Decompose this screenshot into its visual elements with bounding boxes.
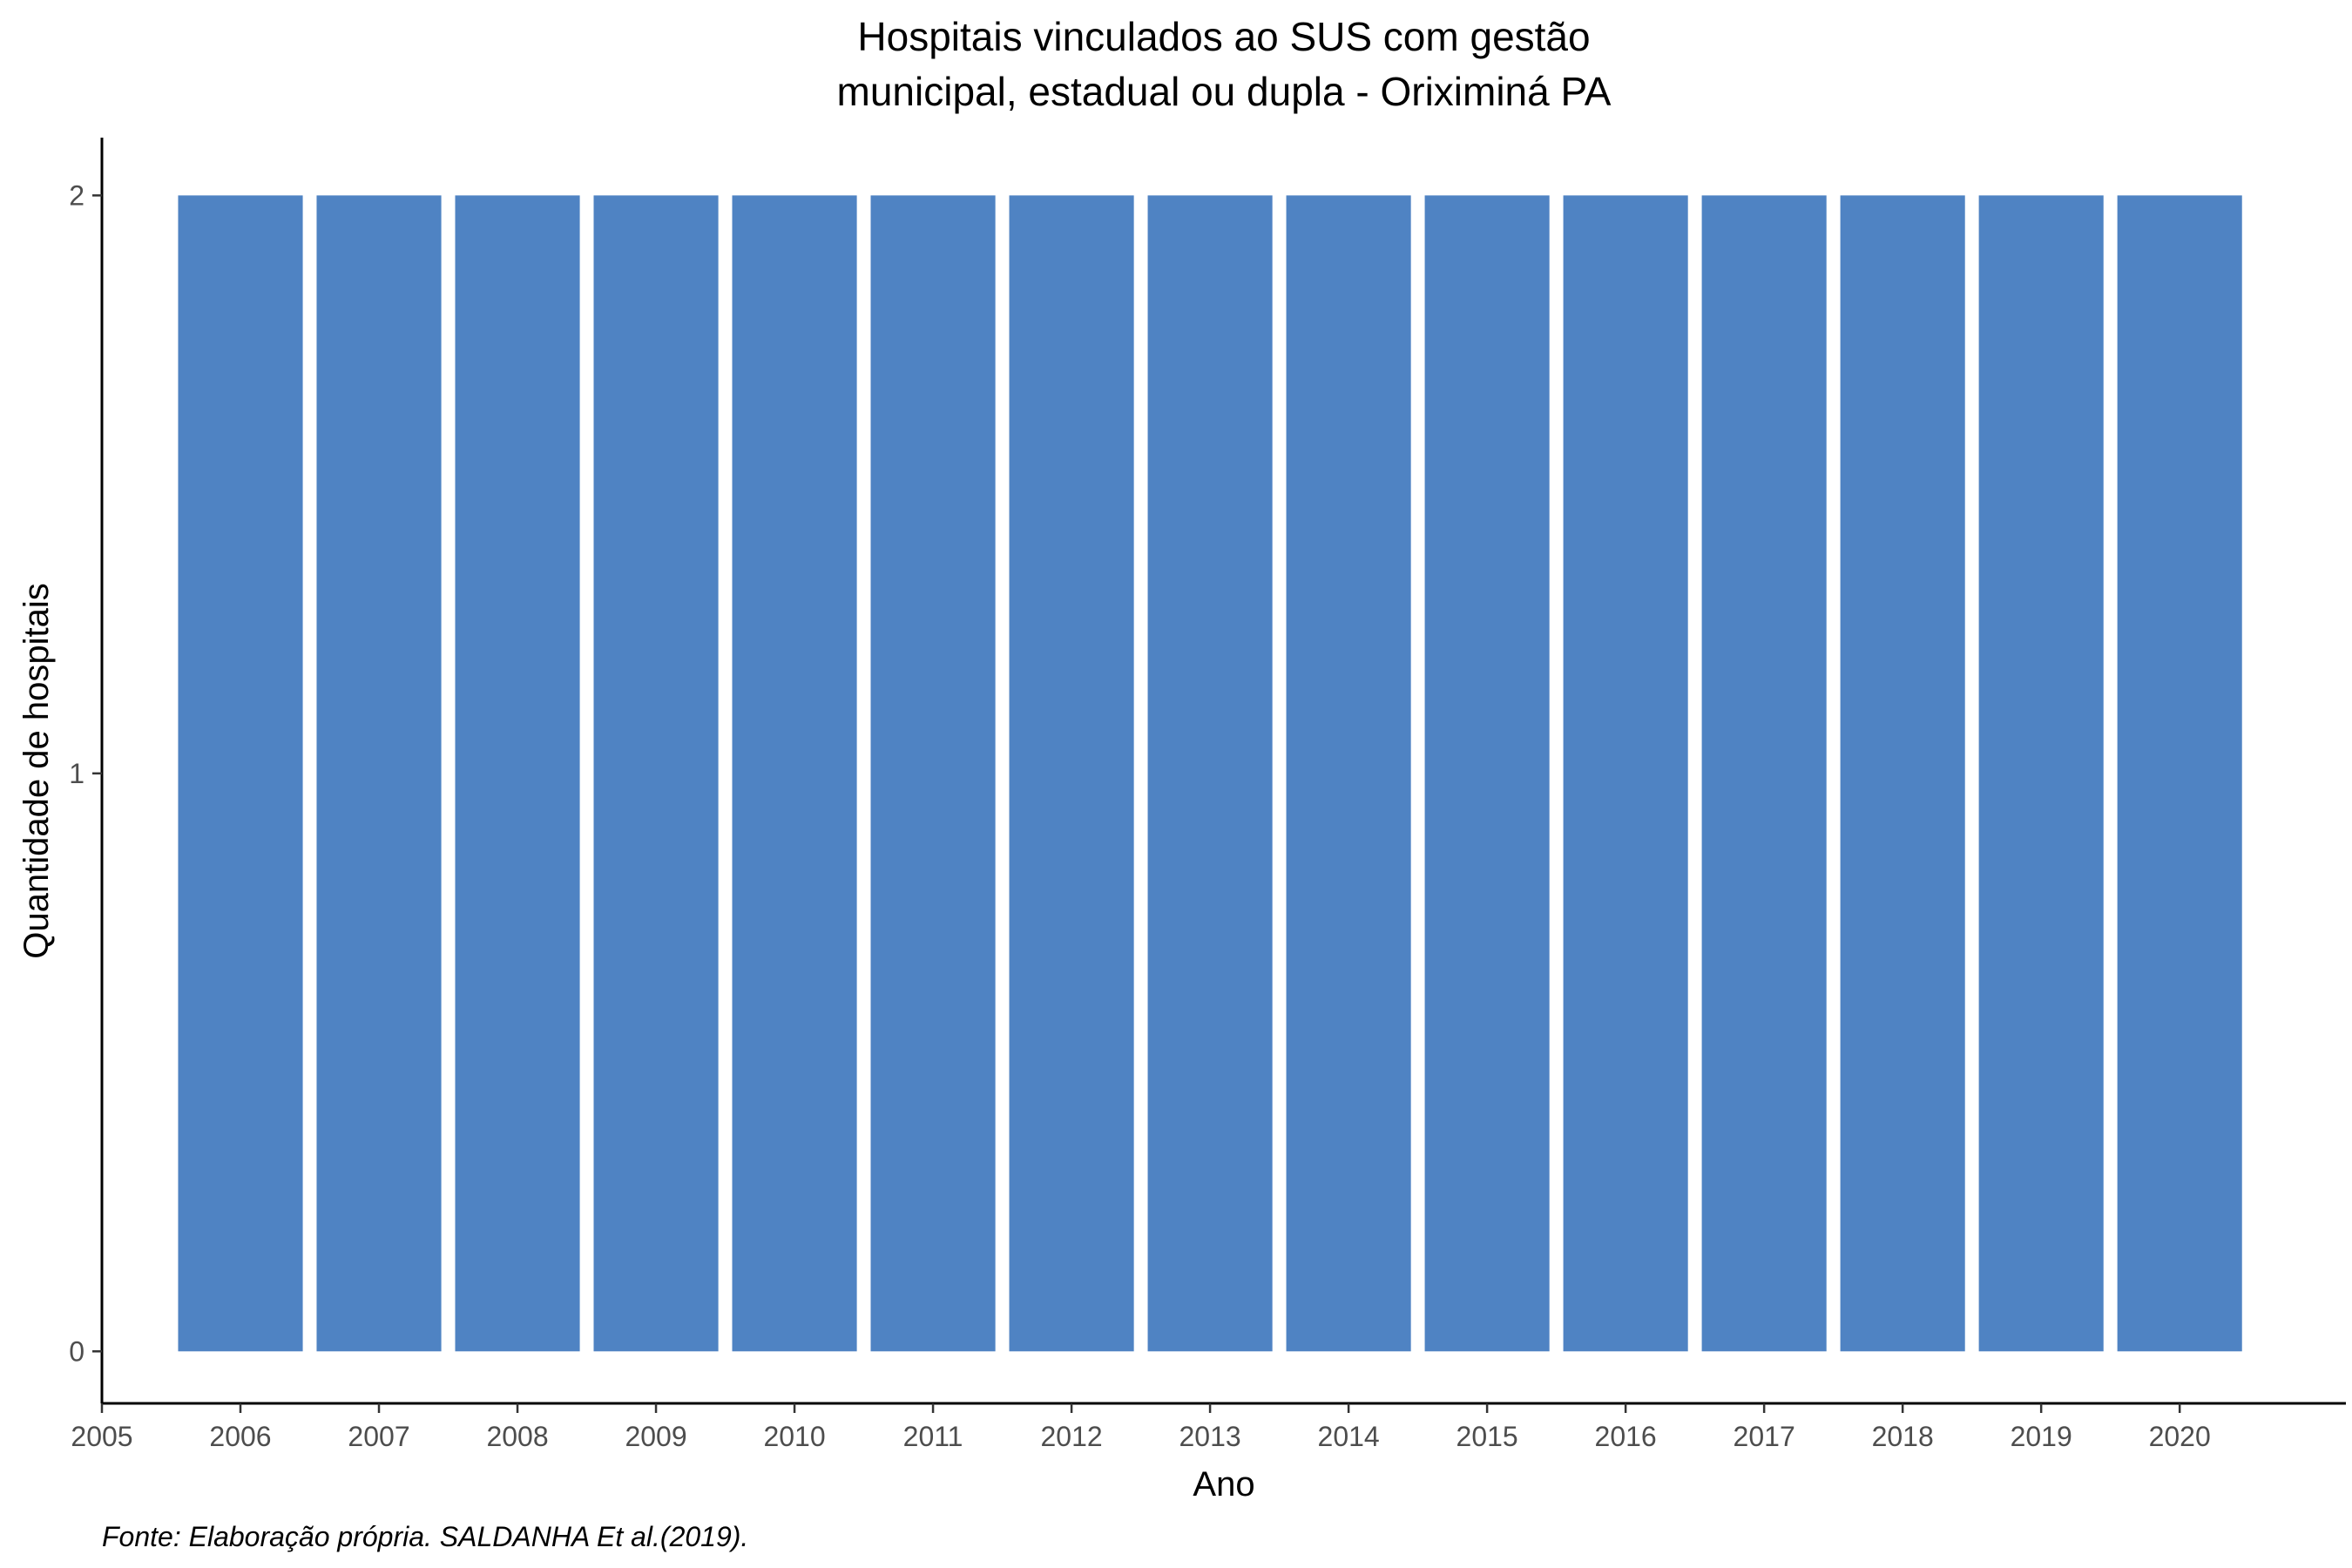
source-caption: Fonte: Elaboração própria. SALDANHA Et a…	[102, 1521, 748, 1552]
bar-2013	[1147, 195, 1273, 1352]
bar-2011	[870, 195, 996, 1352]
x-tick-label-2005: 2005	[71, 1421, 132, 1452]
x-tick-label-2019: 2019	[2011, 1421, 2072, 1452]
bars-group	[178, 195, 2242, 1352]
bar-2019	[1978, 195, 2104, 1352]
bar-2008	[455, 195, 580, 1352]
bar-2007	[316, 195, 442, 1352]
y-tick-label-2: 2	[69, 179, 84, 211]
bar-2020	[2117, 195, 2242, 1352]
x-tick-label-2014: 2014	[1318, 1421, 1380, 1452]
bar-2010	[732, 195, 857, 1352]
bar-2017	[1701, 195, 1827, 1352]
x-axis-ticks: 2005 2006 2007 2008 2009 2010 2011 2012 2013 2014…	[71, 1403, 2211, 1452]
x-tick-label-2016: 2016	[1595, 1421, 1657, 1452]
x-tick-label-2006: 2006	[209, 1421, 271, 1452]
x-tick-label-2008: 2008	[486, 1421, 548, 1452]
chart-title-line-1: Hospitais vinculados ao SUS com gestão	[857, 14, 1590, 59]
x-tick-label-2012: 2012	[1040, 1421, 1102, 1452]
x-tick-label-2011: 2011	[903, 1421, 963, 1452]
bar-2012	[1009, 195, 1134, 1352]
bar-2016	[1563, 195, 1688, 1352]
y-tick-label-1: 1	[69, 758, 84, 789]
y-tick-label-0: 0	[69, 1335, 84, 1367]
x-axis-title: Ano	[1193, 1465, 1254, 1504]
bar-2014	[1286, 195, 1411, 1352]
y-axis-title: Quantidade de hospitais	[17, 583, 56, 958]
bar-2006	[178, 195, 303, 1352]
x-tick-label-2020: 2020	[2149, 1421, 2211, 1452]
x-tick-label-2013: 2013	[1179, 1421, 1241, 1452]
bar-2009	[593, 195, 719, 1352]
bar-2015	[1424, 195, 1550, 1352]
x-tick-label-2010: 2010	[763, 1421, 825, 1452]
bar-2018	[1840, 195, 1965, 1352]
x-tick-label-2009: 2009	[625, 1421, 686, 1452]
x-tick-label-2017: 2017	[1734, 1421, 1795, 1452]
y-axis-ticks: 0 1 2	[69, 179, 102, 1367]
x-tick-label-2015: 2015	[1456, 1421, 1518, 1452]
x-tick-label-2018: 2018	[1872, 1421, 1934, 1452]
chart-title-line-2: municipal, estadual ou dupla - Oriximiná…	[837, 69, 1612, 114]
x-tick-label-2007: 2007	[348, 1421, 409, 1452]
